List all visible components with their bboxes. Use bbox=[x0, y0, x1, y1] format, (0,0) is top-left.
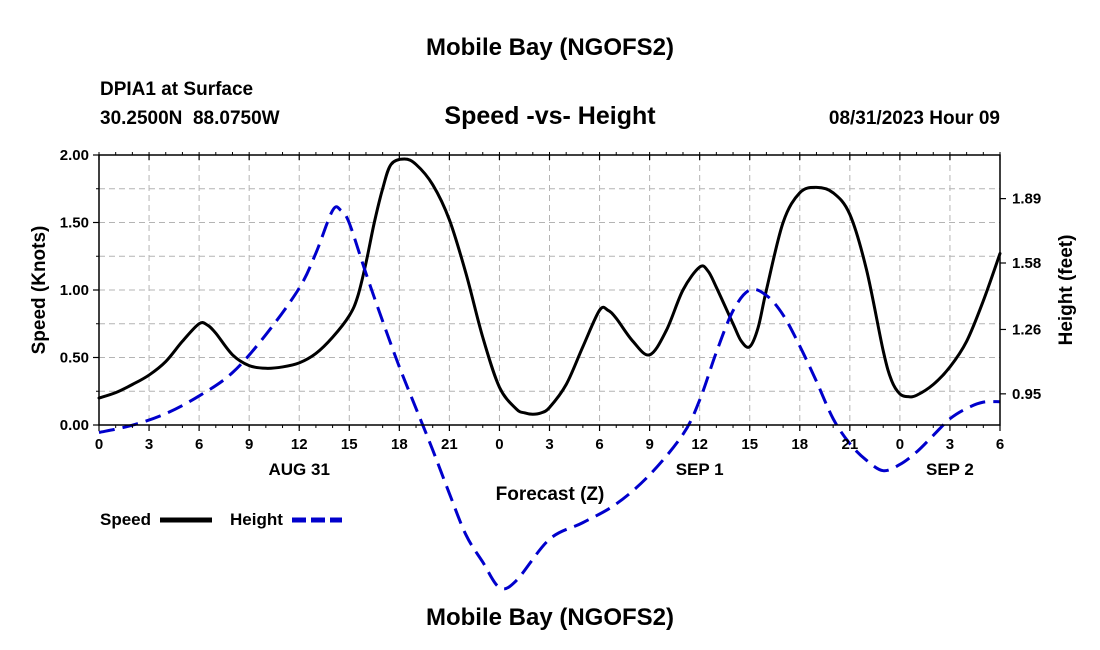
x-tick-label: 15 bbox=[341, 436, 358, 453]
y-tick-label-left: 1.50 bbox=[60, 215, 89, 232]
forecast-datetime: 08/31/2023 Hour 09 bbox=[829, 108, 1000, 129]
y-axis-label-right: Height (feet) bbox=[1056, 235, 1077, 346]
y-tick-label-left: 0.50 bbox=[60, 350, 89, 367]
axes: 0 3 6 9 12 15 18 21 0 3 6 9 12 15 18 21 0 3 6 AUG 31 SEP 1 SE… bbox=[60, 147, 1041, 479]
date-label: SEP 1 bbox=[676, 460, 724, 479]
date-label: SEP 2 bbox=[926, 460, 974, 479]
grid-lines bbox=[99, 155, 1000, 425]
x-tick-label: 9 bbox=[245, 436, 253, 453]
page-title-bottom: Mobile Bay (NGOFS2) bbox=[426, 604, 674, 631]
x-tick-label: 18 bbox=[391, 436, 408, 453]
chart-title: Speed -vs- Height bbox=[444, 102, 656, 130]
legend: Speed Height bbox=[100, 510, 342, 529]
y-tick-label-left: 2.00 bbox=[60, 147, 89, 164]
x-tick-label: 21 bbox=[841, 436, 858, 453]
x-tick-label: 6 bbox=[195, 436, 203, 453]
y-tick-label-right: 1.89 bbox=[1012, 191, 1041, 208]
x-tick-label: 15 bbox=[741, 436, 758, 453]
x-tick-label: 6 bbox=[595, 436, 603, 453]
x-tick-label: 0 bbox=[495, 436, 503, 453]
x-tick-label: 3 bbox=[545, 436, 553, 453]
x-tick-label: 0 bbox=[95, 436, 103, 453]
station-label: DPIA1 at Surface bbox=[100, 79, 253, 100]
x-tick-label: 0 bbox=[896, 436, 904, 453]
y-tick-label-left: 0.00 bbox=[60, 417, 89, 434]
y-tick-label-right: 0.95 bbox=[1012, 386, 1041, 403]
legend-height-label: Height bbox=[230, 510, 283, 529]
x-tick-label: 9 bbox=[645, 436, 653, 453]
x-tick-label: 6 bbox=[996, 436, 1004, 453]
y-tick-label-right: 1.26 bbox=[1012, 321, 1041, 338]
date-label: AUG 31 bbox=[269, 460, 330, 479]
x-tick-label: 3 bbox=[946, 436, 954, 453]
speed-series-line bbox=[97, 157, 1002, 416]
y-tick-label-right: 1.58 bbox=[1012, 255, 1041, 272]
series-lines bbox=[97, 157, 1002, 591]
y-axis-label-left: Speed (Knots) bbox=[29, 226, 50, 355]
station-coordinates: 30.2500N 88.0750W bbox=[100, 108, 280, 129]
y-tick-label-left: 1.00 bbox=[60, 282, 89, 299]
x-tick-label: 18 bbox=[791, 436, 808, 453]
x-axis-label: Forecast (Z) bbox=[496, 484, 605, 505]
x-tick-label: 12 bbox=[291, 436, 308, 453]
x-tick-label: 12 bbox=[691, 436, 708, 453]
x-tick-label: 21 bbox=[441, 436, 458, 453]
x-tick-label: 3 bbox=[145, 436, 153, 453]
height-series-line bbox=[98, 205, 1001, 591]
legend-speed-label: Speed bbox=[100, 510, 151, 529]
page-title-top: Mobile Bay (NGOFS2) bbox=[426, 34, 674, 61]
